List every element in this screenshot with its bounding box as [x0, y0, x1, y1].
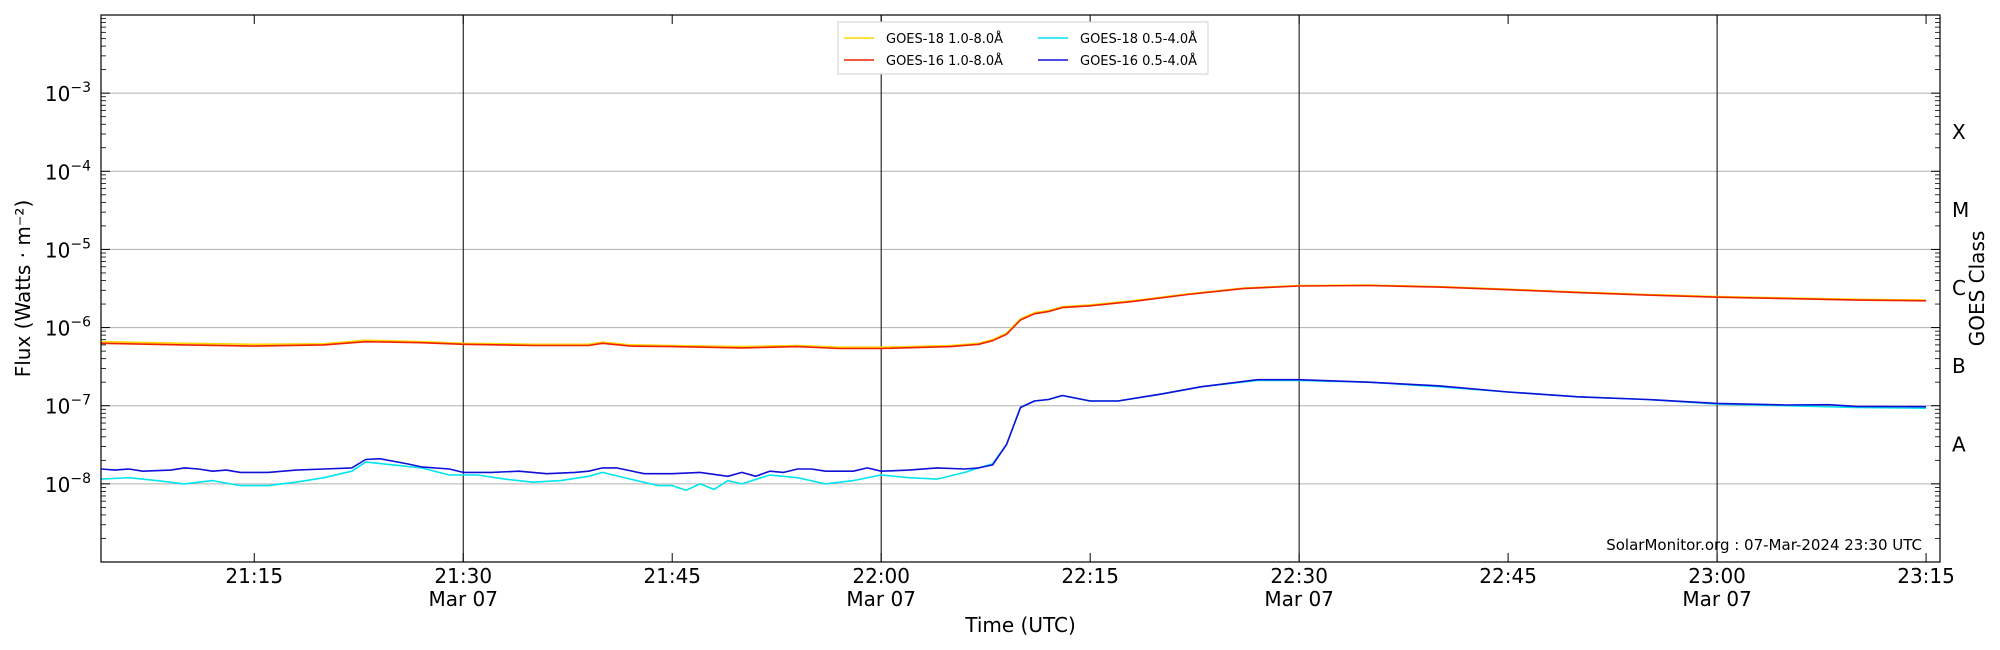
x-tick-date-label: Mar 07 — [1682, 587, 1752, 611]
plot-frame — [100, 14, 1941, 563]
x-tick-date-label: Mar 07 — [1264, 587, 1334, 611]
goes-class-label: A — [1952, 432, 1966, 456]
x-tick-date-label: Mar 07 — [846, 587, 916, 611]
series-line — [100, 284, 1927, 350]
x-tick-date-label: Mar 07 — [428, 587, 498, 611]
y-tick-label: 10−5 — [45, 236, 91, 262]
legend-box — [837, 21, 1209, 75]
y-tick-label: 10−6 — [45, 315, 91, 341]
watermark-text: SolarMonitor.org : 07-Mar-2024 23:30 UTC — [1606, 536, 1922, 554]
x-tick-label: 22:15 — [1061, 564, 1119, 588]
x-tick-label: 21:30 — [434, 564, 492, 588]
y-tick-label: 10−8 — [45, 471, 91, 497]
legend-entry: GOES-18 1.0-8.0Å — [886, 31, 1003, 47]
goes-class-label: C — [1952, 276, 1966, 300]
vertical-day-lines — [462, 15, 1718, 562]
goes-class-label: M — [1952, 198, 1969, 222]
y-tick-label: 10−3 — [45, 80, 91, 106]
x-tick-label: 21:45 — [643, 564, 701, 588]
y-tick-label: 10−4 — [45, 158, 91, 184]
x-tick-label: 22:30 — [1270, 564, 1328, 588]
goes-class-label: B — [1952, 354, 1966, 378]
y-tick-label: 10−7 — [45, 393, 91, 419]
x-tick-label: 23:00 — [1688, 564, 1746, 588]
legend: GOES-18 1.0-8.0Å GOES-16 1.0-8.0Å GOES-18 … — [837, 21, 1209, 75]
legend-entry: GOES-16 1.0-8.0Å — [886, 53, 1003, 69]
x-axis-title: Time (UTC) — [964, 613, 1076, 637]
series-line — [100, 378, 1927, 478]
legend-entry: GOES-18 0.5-4.0Å — [1080, 31, 1197, 47]
x-tick-label: 23:15 — [1897, 564, 1955, 588]
x-tick-label: 21:15 — [225, 564, 283, 588]
goes-class-label: X — [1952, 120, 1966, 144]
y-axis-title: Flux (Watts · m⁻²) — [11, 200, 35, 378]
goes-class-labels: A B C M X — [1952, 120, 1969, 457]
series-layer — [100, 284, 1927, 491]
x-tick-label: 22:00 — [852, 564, 910, 588]
legend-entry: GOES-16 0.5-4.0Å — [1080, 53, 1197, 69]
right-axis-title: GOES Class — [1965, 231, 1989, 347]
series-line — [100, 284, 1927, 348]
series-line — [100, 379, 1927, 491]
x-tick-label: 22:45 — [1479, 564, 1537, 588]
grid-layer — [101, 92, 1940, 485]
